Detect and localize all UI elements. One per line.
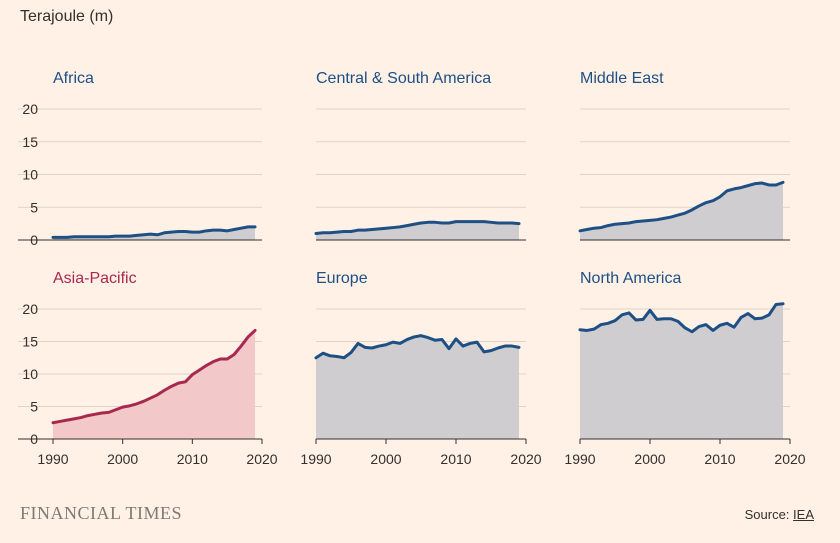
panel-title-middle-east: Middle East (580, 70, 664, 87)
series-line-north-america (578, 302, 785, 334)
source-link[interactable]: IEA (793, 507, 814, 522)
panel-title-africa: Africa (53, 70, 94, 87)
series-line-africa (51, 225, 257, 239)
y-tick-label-asia-pacific-10: 10 (22, 366, 38, 382)
x-tick-label-europe-2000: 2000 (370, 451, 401, 467)
y-tick-label-asia-pacific-0: 0 (30, 431, 38, 447)
y-tick-label-asia-pacific-5: 5 (30, 399, 38, 415)
series-line-asia-pacific (51, 328, 257, 425)
y-tick-label-africa-5: 5 (30, 199, 38, 215)
series-line-central-south-america (314, 220, 521, 235)
ft-logo: FINANCIAL TIMES (20, 503, 183, 523)
x-tick-label-asia-pacific-2000: 2000 (107, 451, 138, 467)
y-tick-label-africa-15: 15 (22, 134, 38, 150)
unit-label: Terajoule (m) (20, 8, 114, 25)
area-asia-pacific (53, 330, 256, 439)
area-central-south-america (316, 221, 519, 240)
small-multiples-chart: Africa 0 5 10 15 20 Central & South America Mid… (18, 70, 806, 467)
x-tick-label-europe-1990: 1990 (300, 451, 331, 467)
x-tick-label-europe-2010: 2010 (440, 451, 471, 467)
source-note: Source: IEA (745, 507, 814, 522)
y-tick-label-africa-10: 10 (22, 167, 38, 183)
x-tick-label-asia-pacific-2010: 2010 (177, 451, 208, 467)
x-tick-label-north-america-2010: 2010 (704, 451, 735, 467)
source-prefix: Source: (744, 507, 794, 522)
panel-title-north-america: North America (580, 270, 681, 287)
area-europe (316, 335, 519, 439)
x-tick-label-north-america-2000: 2000 (634, 451, 665, 467)
area-middle-east (580, 182, 783, 240)
x-tick-label-north-america-2020: 2020 (774, 451, 805, 467)
panel-title-europe: Europe (316, 270, 368, 287)
x-tick-label-asia-pacific-1990: 1990 (37, 451, 68, 467)
panel-title-asia-pacific: Asia-Pacific (53, 270, 137, 287)
x-tick-label-europe-2020: 2020 (510, 451, 541, 467)
area-north-america (580, 303, 783, 439)
y-tick-label-africa-20: 20 (22, 101, 38, 117)
x-tick-label-north-america-1990: 1990 (564, 451, 595, 467)
panel-title-central-south-america: Central & South America (316, 70, 491, 87)
y-tick-label-asia-pacific-15: 15 (22, 334, 38, 350)
y-tick-label-asia-pacific-20: 20 (22, 301, 38, 317)
series-line-europe (314, 334, 521, 360)
series-line-middle-east (578, 180, 785, 233)
y-tick-label-africa-0: 0 (30, 232, 38, 248)
x-tick-label-asia-pacific-2020: 2020 (246, 451, 277, 467)
